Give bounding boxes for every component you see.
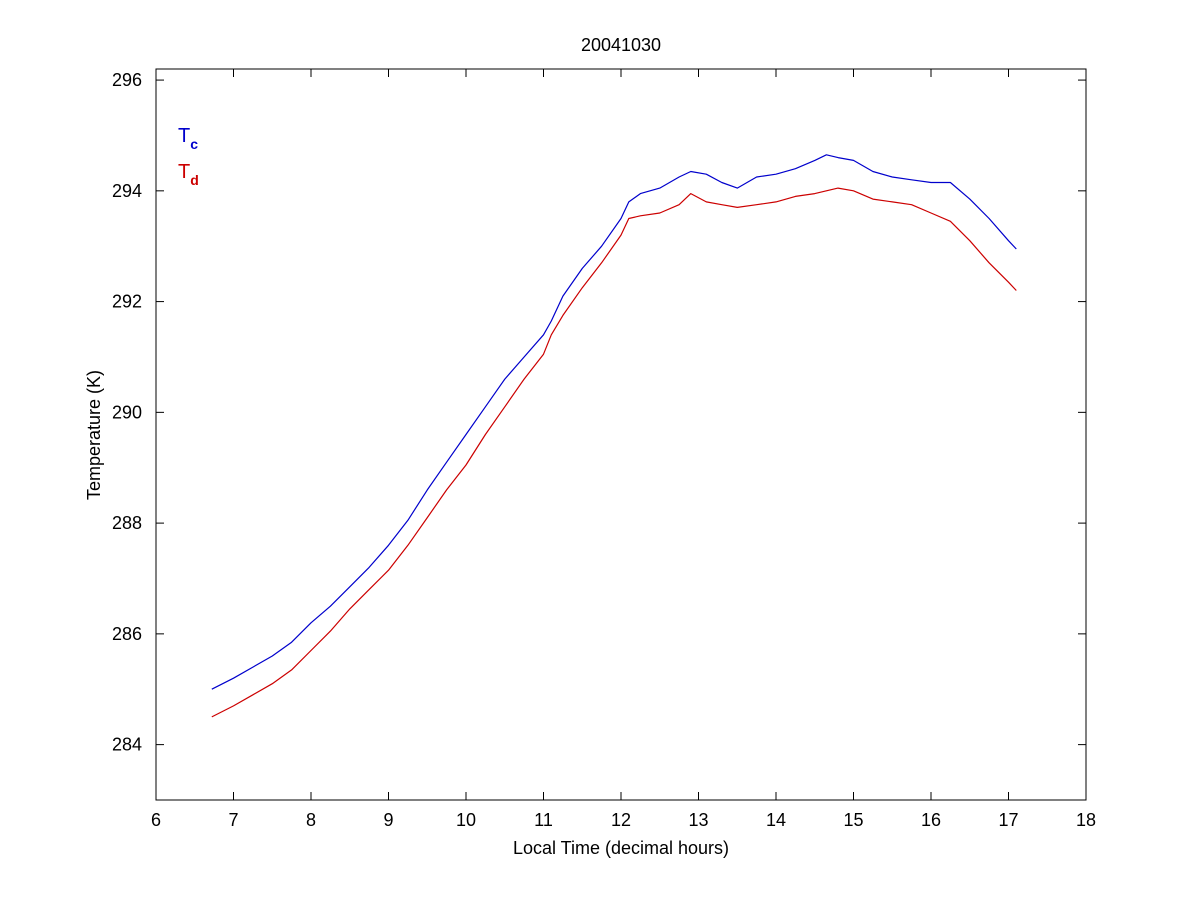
legend-td-sub: d: [190, 172, 199, 188]
x-tick-label: 7: [228, 810, 238, 830]
series-layer: [211, 154, 1017, 718]
y-tick-label: 288: [112, 513, 142, 533]
x-tick-label: 11: [534, 810, 553, 830]
x-axis-title: Local Time (decimal hours): [513, 838, 729, 858]
y-tick-label: 294: [112, 181, 142, 201]
y-axis: 284 286 288 290 292 294 296: [112, 70, 1086, 755]
y-tick-label: 296: [112, 70, 142, 90]
legend-tc-main: T: [178, 125, 190, 147]
legend-entry-tc: Tc: [178, 125, 198, 152]
series-line-td: [211, 187, 1017, 718]
legend-tc-sub: c: [190, 136, 198, 152]
legend: Tc Td: [178, 125, 199, 188]
x-tick-label: 8: [306, 810, 316, 830]
legend-entry-td: Td: [178, 161, 199, 188]
y-tick-label: 292: [112, 292, 142, 312]
y-axis-title: Temperature (K): [84, 370, 104, 500]
x-tick-label: 14: [766, 810, 786, 830]
series-line-tc: [211, 154, 1017, 690]
y-tick-label: 290: [112, 402, 142, 422]
x-tick-label: 6: [151, 810, 161, 830]
x-tick-label: 10: [456, 810, 476, 830]
x-tick-label: 9: [383, 810, 393, 830]
x-axis: 6 7 8 9 10 11 12 13 14 15 16 17 18: [151, 69, 1096, 830]
y-tick-label: 284: [112, 735, 142, 755]
x-tick-label: 15: [843, 810, 863, 830]
x-tick-label: 13: [688, 810, 708, 830]
chart-title: 20041030: [581, 35, 661, 55]
plot-frame: [155, 68, 1087, 801]
y-tick-label: 286: [112, 624, 142, 644]
x-tick-label: 12: [611, 810, 631, 830]
x-tick-label: 17: [998, 810, 1018, 830]
legend-td-main: T: [178, 161, 190, 183]
x-tick-label: 16: [921, 810, 941, 830]
x-tick-label: 18: [1076, 810, 1096, 830]
